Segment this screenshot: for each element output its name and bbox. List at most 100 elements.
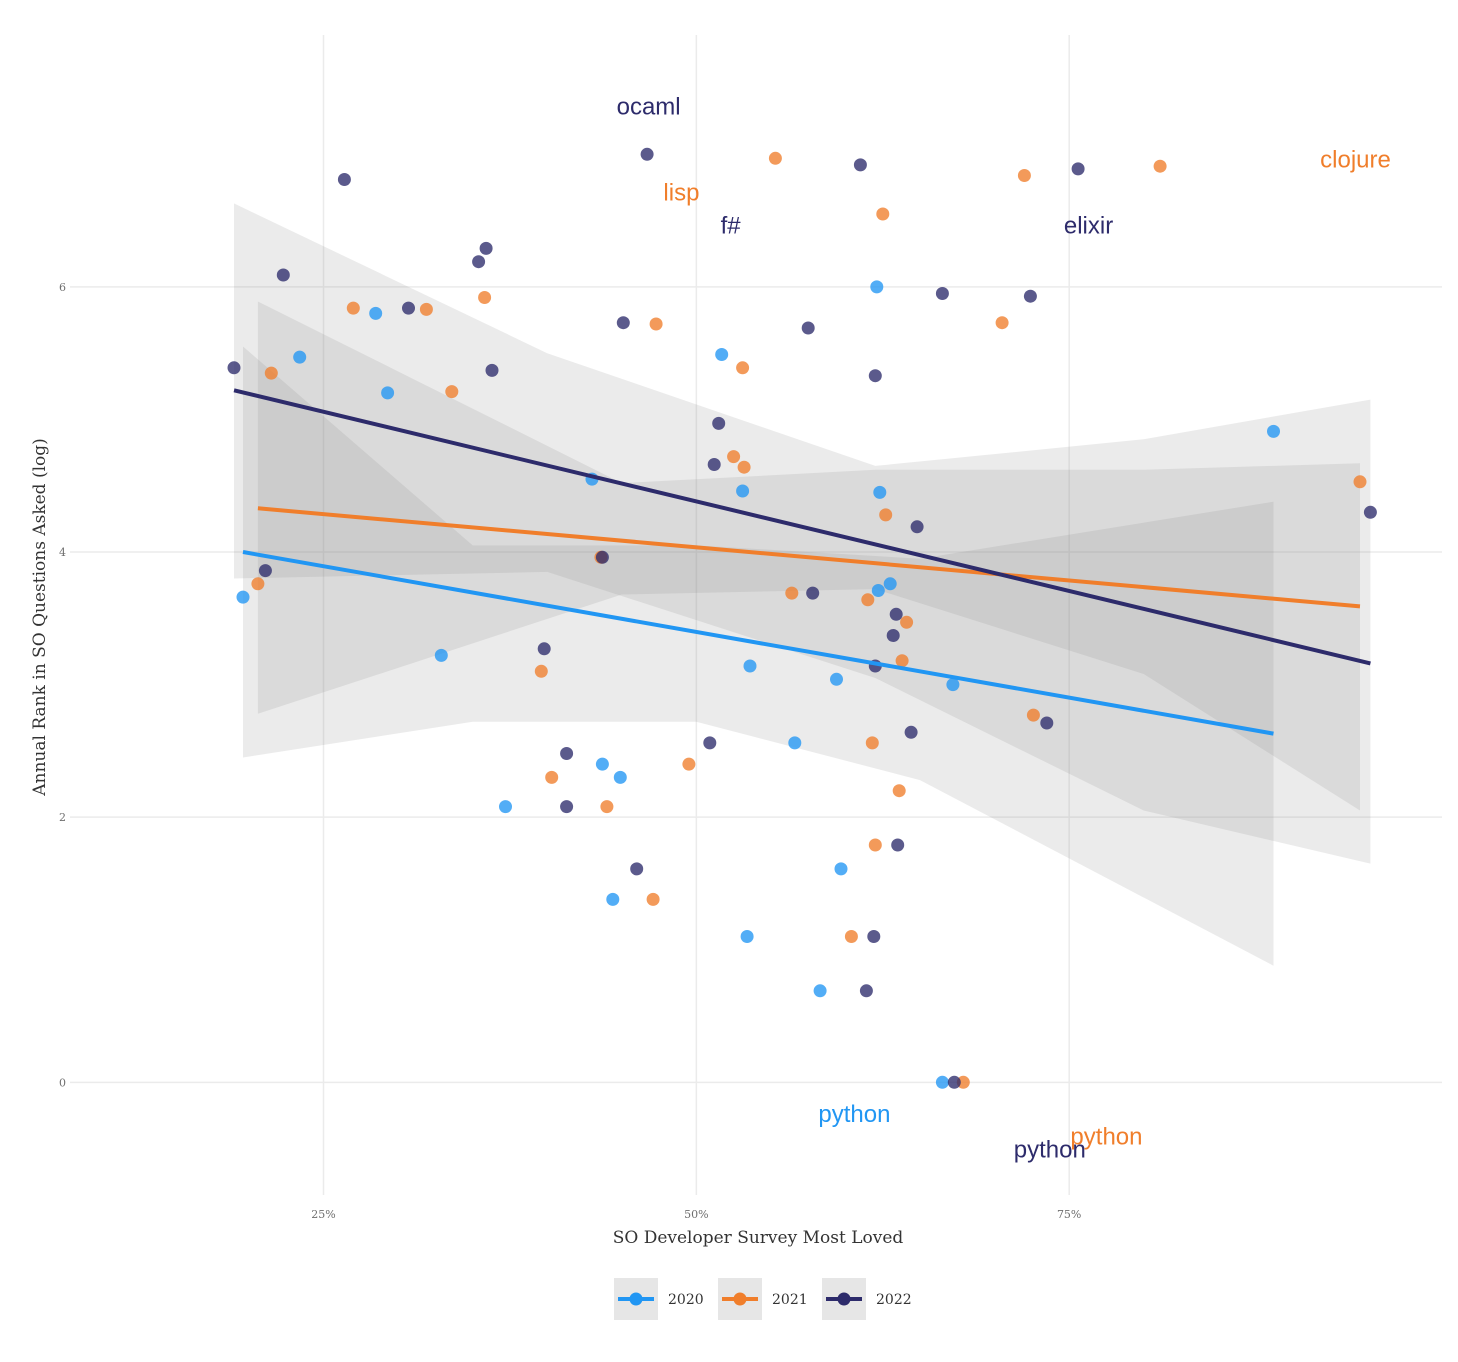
legend: 2020 2021 2022 [614, 1278, 912, 1320]
data-point-2020 [830, 672, 843, 686]
data-point-2020 [883, 577, 897, 591]
y-tick-label: 2 [59, 811, 66, 824]
data-point-2021 [844, 930, 858, 943]
data-point-2020 [871, 584, 885, 597]
legend-item-2022: 2022 [822, 1278, 912, 1320]
x-tick-label: 25% [311, 1208, 335, 1221]
trend-lines [233, 388, 1371, 736]
data-point-2022 [853, 158, 867, 172]
data-point-2020 [870, 280, 884, 294]
data-point-2020 [434, 648, 448, 662]
data-point-2022 [947, 1075, 961, 1089]
data-point-2022 [595, 550, 609, 564]
data-point-2020 [715, 348, 729, 361]
data-point-2022 [889, 607, 903, 621]
data-point-2021 [534, 664, 548, 678]
data-point-2020 [381, 386, 395, 400]
legend-item-2021: 2021 [718, 1278, 808, 1320]
x-tick-label: 75% [1057, 1208, 1081, 1221]
y-tick-label: 4 [59, 546, 66, 559]
confidence-band-2020 [243, 346, 1274, 966]
data-point-2022 [402, 301, 415, 315]
data-point-2022 [859, 984, 873, 998]
legend-label: 2021 [772, 1292, 808, 1308]
data-point-2021 [995, 316, 1009, 330]
data-point-2022 [472, 255, 486, 269]
y-tick-label: 0 [59, 1076, 66, 1089]
data-point-2022 [1040, 716, 1054, 730]
data-point-2021 [419, 302, 433, 316]
data-point-2021 [682, 757, 696, 771]
data-point-2021 [768, 151, 782, 165]
data-point-2022 [276, 268, 290, 282]
legend-key-point [837, 1292, 851, 1306]
legend-label: 2022 [876, 1292, 912, 1308]
data-point-2021 [600, 800, 614, 814]
data-point-2021 [876, 207, 890, 221]
data-points [227, 147, 1377, 1089]
data-point-2021 [865, 736, 879, 750]
data-point-2021 [649, 317, 663, 331]
data-point-2022 [891, 838, 905, 852]
data-point-2020 [613, 770, 627, 784]
trend-line-2021 [257, 506, 1361, 609]
data-point-2021 [1026, 708, 1040, 722]
data-point-2021 [545, 770, 559, 784]
annotation-label: ocaml [617, 93, 681, 120]
data-point-2021 [868, 838, 882, 852]
confidence-band-2022 [234, 203, 1371, 864]
data-point-2022 [712, 416, 726, 430]
data-point-2022 [1363, 505, 1377, 519]
data-point-2022 [616, 316, 630, 330]
data-point-2022 [707, 458, 721, 471]
annotation-label: python [818, 1101, 890, 1128]
data-point-2022 [1071, 162, 1085, 176]
data-point-2022 [485, 363, 499, 377]
annotation-label: python [1070, 1123, 1142, 1150]
x-axis-title: SO Developer Survey Most Loved [613, 1228, 904, 1248]
data-point-2021 [895, 654, 909, 668]
data-point-2020 [834, 862, 848, 876]
data-point-2022 [537, 642, 551, 656]
trend-line-2020 [242, 550, 1274, 736]
data-point-2022 [904, 725, 918, 739]
confidence-bands [234, 203, 1371, 966]
data-point-2022 [337, 173, 351, 186]
data-point-2020 [369, 306, 383, 320]
data-point-2021 [478, 291, 492, 304]
legend-item-2020: 2020 [614, 1278, 704, 1320]
data-point-2020 [743, 659, 757, 673]
data-point-2022 [801, 321, 815, 335]
data-point-2020 [736, 484, 750, 498]
data-point-2021 [1153, 159, 1167, 173]
data-point-2022 [886, 629, 900, 642]
y-axis-title: Annual Rank in SO Questions Asked (log) [30, 438, 50, 797]
data-point-2020 [873, 485, 887, 499]
annotation-label: python [1014, 1137, 1086, 1164]
data-point-2022 [1023, 289, 1037, 303]
data-point-2021 [785, 586, 799, 600]
data-point-2020 [813, 984, 827, 998]
data-point-2021 [727, 450, 741, 464]
legend-key-point [733, 1292, 747, 1306]
data-point-2022 [868, 369, 882, 383]
data-point-2021 [445, 385, 459, 399]
x-tick-label: 50% [684, 1208, 708, 1221]
data-point-2020 [499, 800, 512, 814]
data-point-2020 [935, 1075, 949, 1089]
data-point-2021 [346, 301, 360, 315]
data-point-2022 [227, 361, 241, 375]
data-point-2020 [595, 757, 609, 771]
annotation-label: clojure [1320, 146, 1391, 173]
annotation-label: elixir [1064, 213, 1113, 240]
data-point-2021 [264, 366, 278, 380]
data-point-2022 [703, 736, 717, 750]
y-tick-label: 6 [59, 281, 66, 294]
legend-label: 2020 [668, 1292, 704, 1308]
tick-labels: 25% 50% 75% 0 2 4 6 [59, 281, 1081, 1221]
legend-key-point [629, 1292, 643, 1306]
data-point-2021 [646, 892, 660, 906]
data-point-2022 [640, 147, 654, 161]
